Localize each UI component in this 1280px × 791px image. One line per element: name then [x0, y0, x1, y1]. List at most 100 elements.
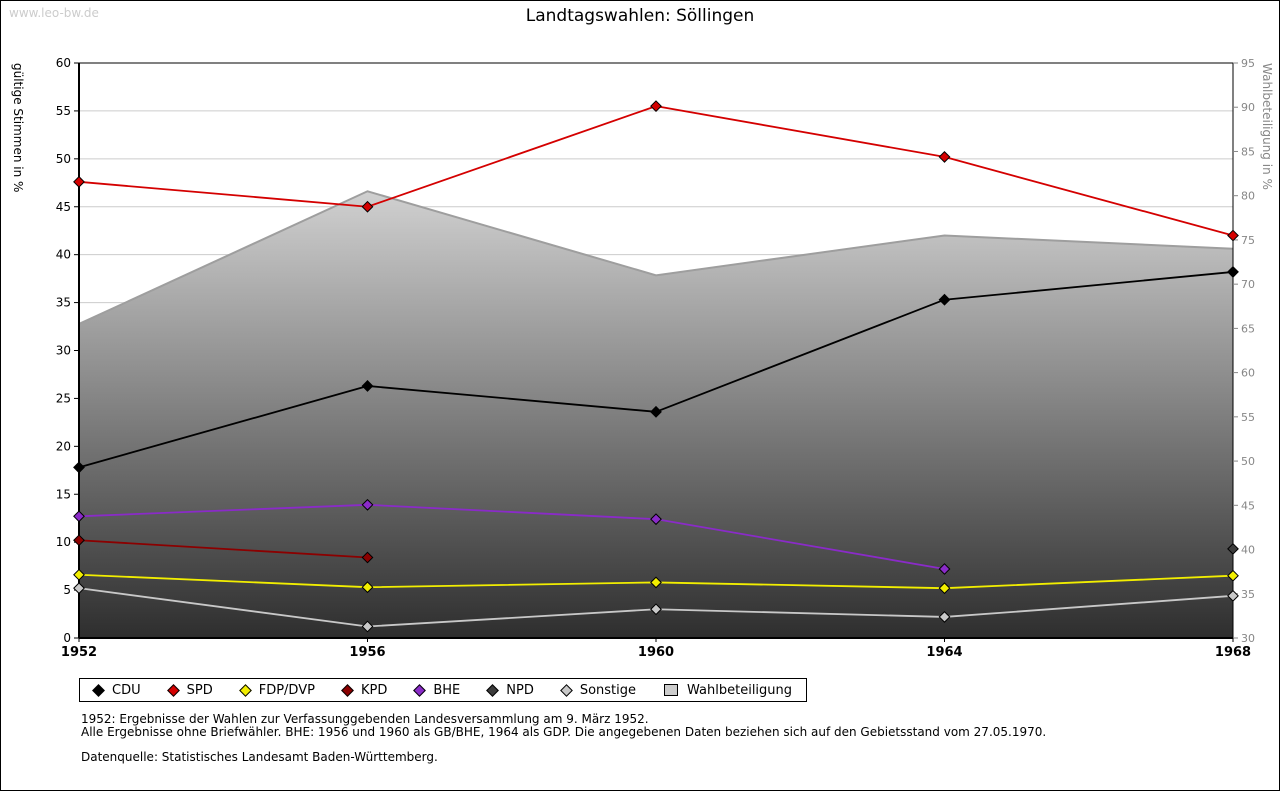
left-tick-label: 15	[56, 487, 71, 501]
legend-label: Sonstige	[579, 682, 637, 698]
legend-item-cdu: CDU	[92, 682, 141, 698]
series-cdu	[73, 266, 1239, 474]
left-tick-label: 0	[63, 631, 71, 645]
data-point-npd	[1227, 542, 1239, 555]
legend-diamond-swatch	[413, 683, 427, 697]
right-tick-label: 90	[1241, 101, 1255, 114]
x-tick-label: 1964	[926, 645, 962, 660]
data-point-spd	[1227, 229, 1239, 242]
right-axis: 30 35 40 45 50 55 60 65 70 75 80 85 90 95 Wahlbeteilig…	[1233, 57, 1274, 645]
legend-diamond-swatch	[166, 683, 180, 697]
data-point-fdp-dvp	[938, 582, 951, 595]
right-axis-title: Wahlbeteiligung in %	[1260, 63, 1274, 190]
legend-item-kpd: KPD	[341, 682, 388, 698]
left-tick-label: 30	[56, 344, 71, 358]
legend-label: CDU	[112, 682, 141, 698]
x-tick-label: 1952	[61, 645, 97, 660]
right-tick-label: 70	[1241, 278, 1255, 291]
right-tick-label: 85	[1241, 145, 1255, 158]
legend-item-spd: SPD	[166, 682, 213, 698]
x-tick-label: 1956	[349, 645, 385, 660]
data-point-sonstige	[73, 582, 85, 595]
x-axis: 1952 1956 1960 1964 1968	[61, 638, 1251, 660]
right-tick-label: 65	[1241, 322, 1255, 335]
legend-diamond-swatch	[486, 683, 500, 697]
legend-area-swatch	[664, 684, 679, 696]
data-point-spd	[938, 151, 951, 163]
legend-label: NPD	[506, 682, 534, 698]
legend-label: Wahlbeteiligung	[687, 682, 793, 698]
left-tick-label: 50	[56, 152, 71, 166]
legend-diamond-swatch	[559, 683, 573, 697]
data-point-cdu	[938, 293, 951, 306]
left-tick-label: 35	[56, 296, 71, 310]
right-tick-label: 55	[1241, 411, 1255, 424]
chart-title: Landtagswahlen: Söllingen	[525, 6, 755, 26]
legend-diamond-swatch	[92, 683, 105, 697]
legend-item-wahlbeteiligung: Wahlbeteiligung	[664, 683, 792, 698]
chart-legend: CDU SPD FDP/DVP KPD BHE NPD Sonstige Wahlbeteil…	[79, 678, 808, 702]
election-line-chart: 0 5 10 15 20 25 30 35 40 45 50 55 60 gültige Stimmen …	[11, 56, 1274, 660]
footnote-line-2: Alle Ergebnisse ohne Briefwähler. BHE: 1…	[81, 725, 1047, 739]
legend-diamond-swatch	[238, 683, 252, 697]
right-tick-label: 30	[1241, 632, 1255, 645]
data-point-cdu	[1227, 266, 1239, 278]
right-tick-label: 60	[1241, 367, 1255, 380]
data-point-cdu	[361, 380, 374, 392]
data-point-spd	[361, 200, 374, 213]
left-axis-title: gültige Stimmen in %	[11, 63, 25, 192]
footnotes: 1952: Ergebnisse der Wahlen zur Verfassu…	[81, 713, 1046, 764]
legend-label: FDP/DVP	[258, 682, 315, 698]
series-npd	[1227, 542, 1239, 555]
right-tick-label: 75	[1241, 234, 1255, 247]
data-point-kpd	[73, 534, 85, 547]
data-point-sonstige	[361, 620, 374, 633]
left-tick-label: 20	[56, 439, 71, 453]
data-point-bhe	[938, 563, 951, 575]
data-point-fdp-dvp	[1227, 569, 1239, 582]
series-kpd	[73, 534, 374, 564]
series-bhe	[73, 498, 951, 575]
footnote-line-1: 1952: Ergebnisse der Wahlen zur Verfassu…	[81, 712, 649, 726]
data-point-sonstige	[1227, 589, 1239, 602]
data-point-bhe	[361, 498, 374, 511]
legend-label: BHE	[433, 682, 461, 698]
footnote-source: Datenquelle: Statistisches Landesamt Bad…	[81, 750, 438, 764]
left-tick-label: 60	[56, 56, 71, 70]
x-tick-label: 1960	[638, 645, 674, 660]
data-point-bhe	[650, 513, 662, 526]
data-point-cdu	[73, 461, 85, 474]
right-tick-label: 40	[1241, 544, 1255, 557]
data-point-spd	[73, 175, 85, 188]
right-tick-label: 80	[1241, 190, 1255, 203]
left-tick-label: 5	[63, 583, 71, 597]
left-tick-label: 25	[56, 391, 71, 405]
right-tick-label: 45	[1241, 499, 1255, 512]
data-point-fdp-dvp	[650, 576, 662, 589]
right-tick-label: 95	[1241, 57, 1255, 70]
x-tick-label: 1968	[1215, 645, 1251, 660]
legend-item-sonstige: Sonstige	[559, 682, 637, 698]
data-point-kpd	[361, 551, 374, 564]
left-axis: 0 5 10 15 20 25 30 35 40 45 50 55 60 gültige Stimmen …	[11, 56, 79, 645]
legend-diamond-swatch	[341, 683, 354, 697]
turnout-outline	[78, 190, 1234, 325]
legend-label: KPD	[360, 682, 388, 698]
right-tick-label: 50	[1241, 455, 1255, 468]
data-point-fdp-dvp	[361, 581, 374, 594]
legend-item-npd: NPD	[486, 682, 534, 698]
left-tick-label: 10	[56, 535, 71, 549]
legend-label: SPD	[186, 682, 213, 698]
left-tick-label: 40	[56, 248, 71, 262]
data-point-fdp-dvp	[73, 568, 85, 581]
data-point-sonstige	[938, 611, 951, 623]
left-tick-label: 45	[56, 200, 71, 214]
watermark: www.leo-bw.de	[9, 6, 99, 20]
right-tick-label: 35	[1241, 588, 1255, 601]
left-tick-label: 55	[56, 104, 71, 118]
series-fdp-dvp	[73, 568, 1239, 595]
data-point-sonstige	[650, 603, 662, 616]
legend-item-bhe: BHE	[413, 682, 461, 698]
data-point-cdu	[650, 405, 662, 418]
